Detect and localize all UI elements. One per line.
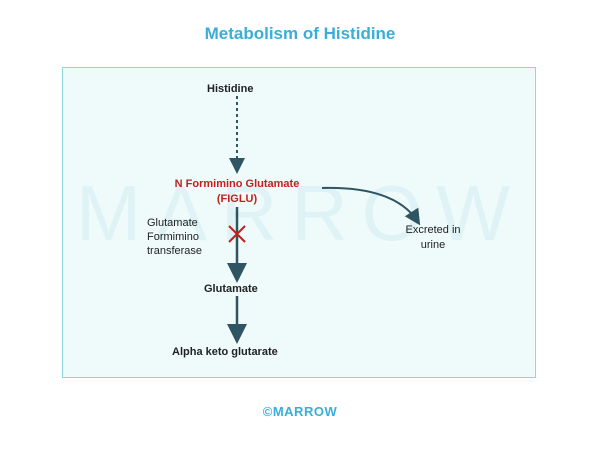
diagram-title: Metabolism of Histidine xyxy=(204,24,396,43)
node-figlu-line1: N Formimino Glutamate xyxy=(174,178,300,190)
enzyme-label-line2: Formimino xyxy=(147,231,199,243)
enzyme-label-line3: transferase xyxy=(147,245,203,257)
enzyme-label-line1: Glutamate xyxy=(147,217,198,229)
node-histidine: Histidine xyxy=(207,83,254,95)
excreted-label-line2: urine xyxy=(420,239,446,251)
node-figlu-line2: (FIGLU) xyxy=(216,193,258,205)
excreted-label-line1: Excreted in xyxy=(405,224,461,236)
watermark: MARROW xyxy=(76,169,524,257)
footer-logo: ©MARROW xyxy=(262,404,338,419)
figlu-to-urine-arrow xyxy=(321,186,421,226)
node-glutamate: Glutamate xyxy=(204,283,258,295)
enzyme-block-cross-icon xyxy=(228,225,246,243)
node-alpha-keto-glutarate: Alpha keto glutarate xyxy=(172,346,278,358)
diagram-panel xyxy=(62,67,536,378)
